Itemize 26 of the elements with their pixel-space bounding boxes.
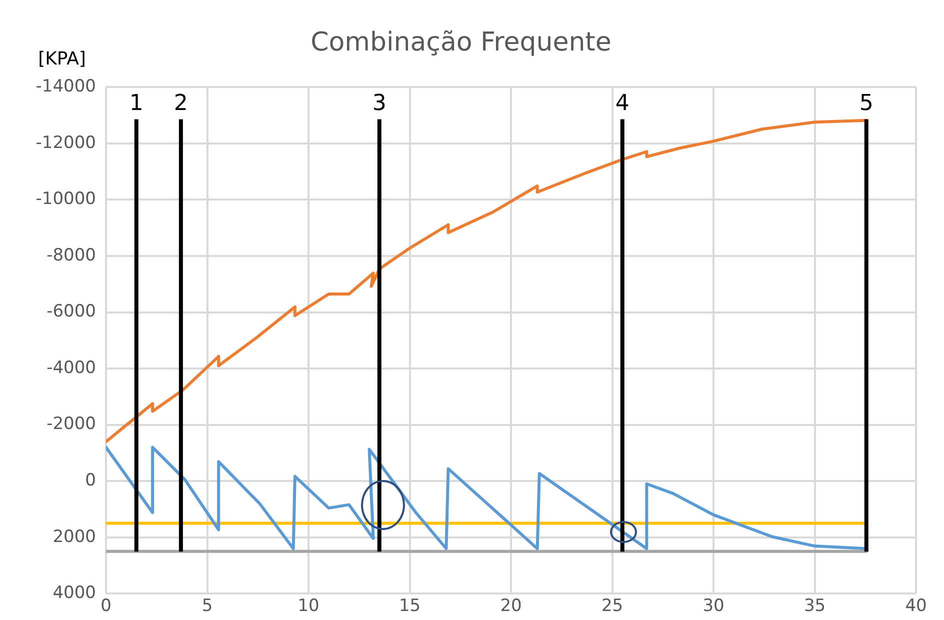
x-tick-label: 15 — [398, 596, 421, 616]
y-tick-label: -2000 — [46, 414, 96, 434]
y-tick-label: -8000 — [46, 245, 96, 266]
y-tick-label: -12000 — [36, 132, 96, 153]
x-tick-label: 40 — [905, 596, 927, 616]
y-tick-label: 2000 — [52, 526, 96, 547]
annotation: 3 — [372, 90, 386, 116]
annotation: 4 — [615, 90, 630, 116]
chart-title: Combinação Frequente — [310, 27, 612, 58]
annotation: 1 — [129, 90, 144, 116]
y-tick-label: -6000 — [46, 302, 96, 322]
y-tick-label: -4000 — [46, 358, 96, 378]
annotation: 2 — [174, 90, 188, 116]
x-tick-label: 25 — [601, 596, 624, 616]
y-tick-label: 0 — [85, 470, 96, 490]
x-tick-label: 0 — [100, 596, 112, 616]
annotation: 5 — [859, 90, 874, 116]
y-axis-title: [KPA] — [38, 48, 86, 70]
x-tick-label: 10 — [298, 596, 320, 616]
y-tick-label: -14000 — [36, 76, 96, 97]
y-tick-label: 4000 — [52, 583, 96, 604]
x-tick-label: 5 — [202, 596, 213, 616]
x-tick-label: 35 — [804, 596, 826, 616]
x-tick-label: 30 — [702, 596, 724, 616]
x-tick-label: 20 — [500, 596, 522, 616]
y-tick-label: -10000 — [36, 189, 96, 210]
